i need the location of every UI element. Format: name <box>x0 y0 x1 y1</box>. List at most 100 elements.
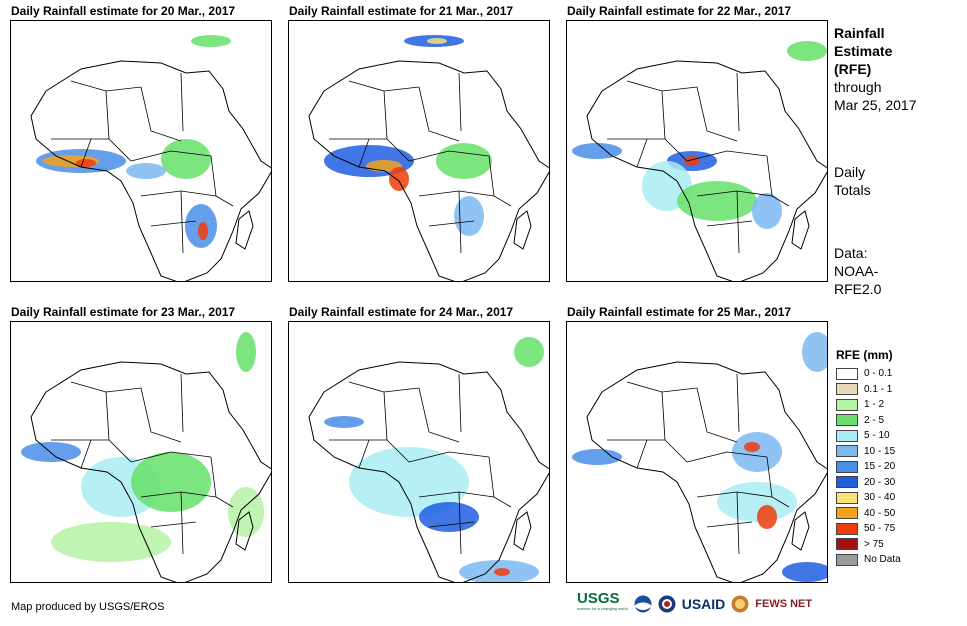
rainfall-map-5 <box>288 321 550 583</box>
rainfall-area <box>427 38 447 44</box>
legend-swatch <box>836 460 858 473</box>
country-border <box>150 220 197 227</box>
panel-title-2: Daily Rainfall estimate for 21 Mar., 201… <box>289 4 514 18</box>
legend-swatch <box>836 507 858 520</box>
country-border <box>408 150 490 162</box>
product-title: Rainfall Estimate (RFE) through Mar 25, … <box>834 24 917 114</box>
country-border <box>105 391 110 441</box>
country-border <box>488 456 512 508</box>
data-source: Data: NOAA- RFE2.0 <box>834 244 881 298</box>
legend-item: > 75 <box>836 537 901 553</box>
title-line-3: (RFE) <box>834 61 872 77</box>
coastline <box>235 210 254 250</box>
country-border <box>736 491 740 555</box>
rainfall-area <box>782 562 827 582</box>
country-border <box>636 439 648 469</box>
map-canvas <box>21 332 271 582</box>
country-border <box>210 456 234 508</box>
title-line-2: Estimate <box>834 43 893 59</box>
country-border <box>80 439 92 469</box>
legend: 0 - 0.1 0.1 - 1 1 - 2 2 - 5 5 - 10 10 - 15 15 … <box>836 366 901 568</box>
legend-swatch <box>836 491 858 504</box>
title-line-1: Rainfall <box>834 25 885 41</box>
country-border <box>736 190 740 254</box>
fews-globe-icon <box>731 595 749 613</box>
country-border <box>348 80 420 92</box>
country-border <box>736 373 740 433</box>
legend-label: 5 - 10 <box>864 430 890 442</box>
credit-text: Map produced by USGS/EROS <box>11 601 165 613</box>
country-border <box>210 155 234 207</box>
rainfall-area <box>198 222 208 240</box>
country-border <box>383 90 388 140</box>
usgs-logo: USGS science for a changing world <box>577 591 628 614</box>
rainfall-area <box>572 143 622 159</box>
country-border <box>661 90 666 140</box>
legend-label: 20 - 30 <box>864 476 896 488</box>
country-border <box>383 391 388 441</box>
usgs-tagline: science for a changing world <box>577 606 628 611</box>
country-border <box>418 190 495 197</box>
coastline <box>235 511 254 551</box>
legend-item: 0.1 - 1 <box>836 382 901 398</box>
country-border <box>607 439 688 463</box>
panel-title-5: Daily Rainfall estimate for 24 Mar., 201… <box>289 305 514 319</box>
fews-net-logo-text: FEWS NET <box>755 598 813 610</box>
totals-label: Daily Totals <box>834 163 871 199</box>
rainfall-area <box>389 167 409 191</box>
rainfall-area <box>228 487 264 537</box>
country-border <box>696 387 738 443</box>
rainfall-area <box>126 163 166 179</box>
through-label: through <box>834 79 882 95</box>
country-border <box>458 190 462 254</box>
country-border <box>706 220 753 227</box>
rainfall-area <box>131 452 211 512</box>
country-border <box>180 373 184 433</box>
coastline <box>513 210 532 250</box>
country-border <box>180 190 184 254</box>
rainfall-area <box>21 442 81 462</box>
legend-item: 2 - 5 <box>836 413 901 429</box>
rainfall-area <box>76 159 96 167</box>
country-border <box>70 80 142 92</box>
rainfall-area <box>436 143 492 179</box>
country-border <box>418 387 460 443</box>
legend-swatch <box>836 522 858 535</box>
legend-swatch <box>836 398 858 411</box>
country-border <box>80 138 92 168</box>
rainfall-area <box>732 432 782 472</box>
country-border <box>329 138 410 162</box>
coastline <box>513 511 532 551</box>
rainfall-area <box>514 337 544 367</box>
rainfall-area <box>717 482 797 522</box>
data-source-line1: NOAA- <box>834 263 879 279</box>
map-canvas <box>572 41 827 281</box>
country-border <box>140 387 182 443</box>
rainfall-map-4 <box>10 321 272 583</box>
country-border <box>51 439 132 463</box>
country-border <box>458 491 462 555</box>
rainfall-area <box>752 193 782 229</box>
logo-strip: USGS science for a changing world USAID … <box>577 591 813 614</box>
country-border <box>766 456 790 508</box>
rainfall-area <box>677 181 757 221</box>
country-border <box>140 190 217 197</box>
legend-swatch <box>836 383 858 396</box>
country-border <box>706 521 753 528</box>
country-border <box>418 86 460 142</box>
country-border <box>180 491 184 555</box>
rainfall-map-1 <box>10 20 272 282</box>
country-border <box>607 138 688 162</box>
coastline <box>308 361 549 582</box>
legend-swatch <box>836 476 858 489</box>
rainfall-area <box>191 35 231 47</box>
legend-label: 30 - 40 <box>864 492 896 504</box>
rainfall-area <box>161 139 211 179</box>
coastline <box>30 361 271 582</box>
coastline <box>586 361 827 582</box>
map-canvas <box>30 35 271 281</box>
rainfall-area <box>324 416 364 428</box>
legend-swatch <box>836 367 858 380</box>
rainfall-area <box>572 449 622 465</box>
legend-swatch <box>836 538 858 551</box>
